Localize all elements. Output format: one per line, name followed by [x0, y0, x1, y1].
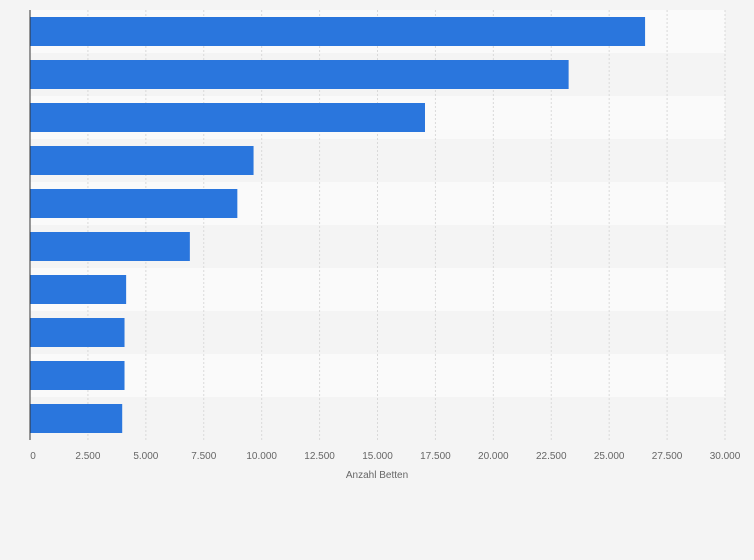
x-tick-label: 7.500: [191, 451, 216, 462]
x-tick-label: 17.500: [420, 451, 451, 462]
x-tick-label: 2.500: [75, 451, 100, 462]
x-tick-label: 15.000: [362, 451, 393, 462]
x-tick-label: 20.000: [478, 451, 509, 462]
bar: [30, 318, 125, 347]
bar: [30, 189, 238, 218]
x-tick-label: 22.500: [536, 451, 567, 462]
x-tick-label: 12.500: [304, 451, 335, 462]
bar: [30, 361, 125, 390]
x-tick-label: 30.000: [710, 451, 741, 462]
bar: [30, 17, 646, 46]
x-tick-label: 5.000: [133, 451, 158, 462]
x-tick-label: 25.000: [594, 451, 625, 462]
bar: [30, 232, 190, 261]
bars: [30, 17, 646, 433]
x-tick-labels: 0 2.500 5.000 7.500 10.000 12.500 15.000 17.500…: [30, 451, 741, 462]
x-axis-title: Anzahl Betten: [346, 470, 408, 481]
bar: [30, 275, 127, 304]
x-tick-label: 27.500: [652, 451, 683, 462]
bar: [30, 404, 123, 433]
x-tick-label: 10.000: [246, 451, 277, 462]
bar: [30, 146, 254, 175]
bar: [30, 60, 569, 89]
x-tick-label: 0: [30, 451, 36, 462]
bar: [30, 103, 425, 132]
